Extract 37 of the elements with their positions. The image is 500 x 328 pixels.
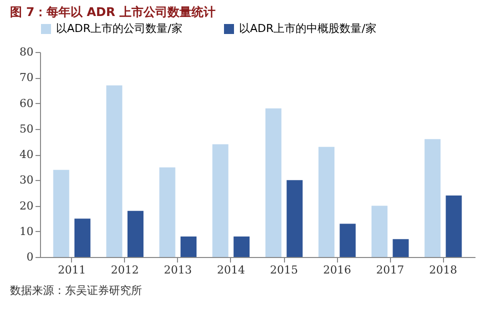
bar <box>212 144 228 257</box>
bar <box>53 170 70 257</box>
bar <box>234 236 250 257</box>
y-tick-label: 70 <box>20 71 34 84</box>
y-tick-label: 0 <box>26 250 34 264</box>
bar <box>127 210 144 257</box>
source-note: 数据来源：东吴证券研究所 <box>10 284 142 297</box>
bar <box>265 108 282 257</box>
bar <box>424 139 441 257</box>
y-tick-label: 10 <box>20 224 34 238</box>
y-tick-label: 50 <box>20 122 34 136</box>
y-tick-label: 20 <box>20 199 34 212</box>
bar <box>180 236 197 257</box>
legend-label: 以ADR上市的公司数量/家 <box>56 22 182 35</box>
bar <box>340 224 356 257</box>
y-tick-label: 40 <box>20 148 34 161</box>
bar <box>318 146 334 257</box>
x-tick-label: 2013 <box>164 264 192 276</box>
bar <box>286 180 303 257</box>
y-tick-label: 30 <box>20 174 34 187</box>
bar <box>372 206 388 257</box>
y-tick-label: 80 <box>20 46 34 58</box>
x-tick-label: 2017 <box>376 264 404 276</box>
bar <box>159 167 176 257</box>
chart-title: 图 7：每年以 ADR 上市公司数量统计 <box>10 5 216 19</box>
x-tick-label: 2011 <box>58 264 86 276</box>
bar <box>74 218 90 257</box>
x-tick-label: 2012 <box>110 264 139 276</box>
legend-label: 以ADR上市的中概股数量/家 <box>239 22 376 35</box>
x-tick-label: 2015 <box>270 264 298 276</box>
x-tick-label: 2014 <box>216 264 245 276</box>
bar <box>392 239 409 257</box>
bar <box>446 196 462 257</box>
x-tick-label: 2016 <box>323 264 352 276</box>
bar <box>106 85 122 257</box>
y-tick-label: 60 <box>20 96 34 110</box>
x-tick-label: 2018 <box>429 264 458 276</box>
